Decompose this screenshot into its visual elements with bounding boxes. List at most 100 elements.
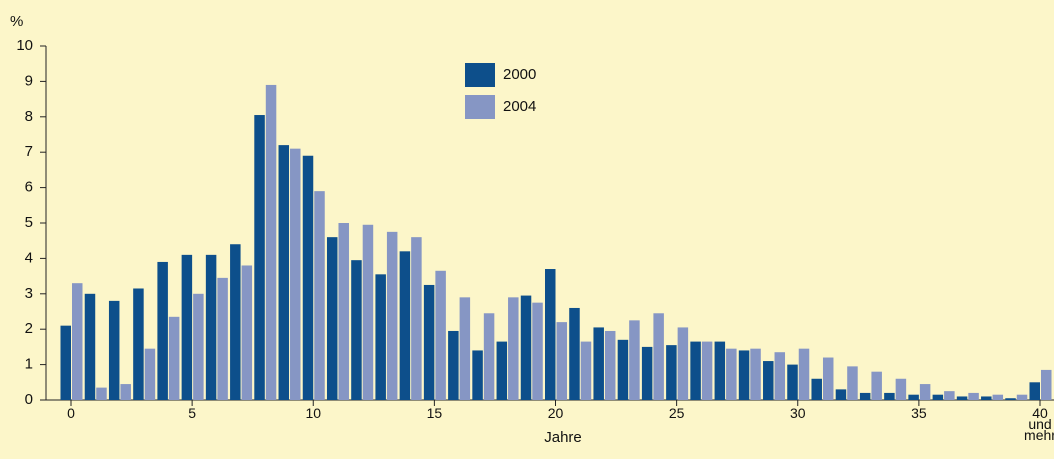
bar [569, 307, 580, 400]
y-tick-label: 8 [25, 108, 33, 125]
bar [629, 320, 640, 400]
y-axis-label: % [10, 13, 23, 30]
bar [84, 293, 96, 400]
x-tick-label: 20 [547, 405, 564, 421]
bar [326, 237, 338, 400]
bar [1016, 394, 1028, 400]
bar [459, 297, 471, 400]
x-tick-label: 35 [911, 405, 927, 421]
bar [859, 392, 871, 400]
bar [230, 244, 241, 400]
bar [750, 348, 761, 400]
legend-label: 2004 [503, 98, 536, 115]
bar [1005, 398, 1016, 400]
bar [895, 378, 907, 400]
legend-label: 2000 [503, 66, 536, 83]
bar [666, 345, 677, 400]
bar [738, 350, 750, 400]
bar [96, 387, 107, 400]
bar [653, 313, 664, 400]
bar [908, 394, 919, 400]
legend-swatch [465, 95, 495, 119]
bar [338, 223, 349, 400]
bar [992, 394, 1004, 400]
bar [508, 297, 519, 400]
bar [193, 293, 204, 400]
bar [593, 327, 604, 400]
x-tick-label: 25 [668, 405, 685, 421]
bar [968, 392, 979, 400]
y-tick-label: 7 [25, 143, 33, 160]
bar [144, 348, 156, 400]
bar [60, 325, 71, 400]
bar [362, 224, 374, 400]
bar [108, 300, 120, 400]
bar [205, 254, 217, 400]
bar [1041, 369, 1052, 400]
bar [956, 396, 968, 400]
bar [835, 389, 847, 400]
y-tick-label: 1 [25, 356, 33, 373]
bar [580, 341, 592, 400]
x-tick-label: 30 [789, 405, 806, 421]
bar [302, 155, 314, 400]
x-tick-label: 0 [67, 405, 75, 421]
legend-swatch [465, 63, 495, 87]
bar [483, 313, 495, 400]
bar [556, 322, 567, 400]
bar [932, 394, 944, 400]
y-tick-label: 0 [25, 391, 33, 408]
bar [604, 330, 616, 400]
bar [241, 265, 253, 400]
bar [157, 261, 168, 400]
bar [944, 391, 955, 400]
bar [423, 284, 435, 400]
bar [217, 277, 228, 400]
y-tick-label: 10 [16, 37, 33, 54]
y-tick-label: 4 [25, 249, 33, 266]
bar [641, 346, 653, 400]
bar [822, 357, 834, 400]
bar [847, 366, 858, 400]
bar [120, 384, 131, 400]
bar [884, 392, 895, 400]
bar [435, 270, 446, 400]
bar [375, 274, 386, 400]
bar [798, 348, 810, 400]
bar [290, 148, 301, 400]
x-axis-label: Jahre [544, 429, 582, 446]
bar [411, 237, 422, 400]
bar [314, 191, 325, 400]
bar [811, 378, 822, 400]
bar [496, 341, 508, 400]
bar [448, 330, 459, 400]
bar [714, 341, 726, 400]
y-tick-label: 9 [25, 72, 33, 89]
bar [168, 316, 180, 400]
bar [787, 364, 798, 400]
x-tick-label: 5 [188, 405, 197, 421]
bar [181, 254, 193, 400]
bar [617, 339, 629, 400]
bar [545, 269, 556, 400]
bar [690, 341, 701, 400]
bar [278, 145, 290, 400]
bar [254, 115, 265, 400]
bar [520, 295, 532, 400]
y-tick-label: 2 [25, 320, 33, 337]
bar [763, 361, 774, 400]
bar [472, 350, 483, 400]
bar [919, 384, 931, 400]
y-tick-label: 5 [25, 214, 33, 231]
y-tick-label: 6 [25, 179, 33, 196]
bar [351, 260, 362, 400]
bar [133, 288, 144, 400]
y-tick-label: 3 [25, 285, 33, 302]
bar [265, 84, 277, 400]
bar [701, 341, 713, 400]
bar [774, 352, 786, 400]
bar [72, 283, 83, 400]
bar [399, 251, 411, 400]
